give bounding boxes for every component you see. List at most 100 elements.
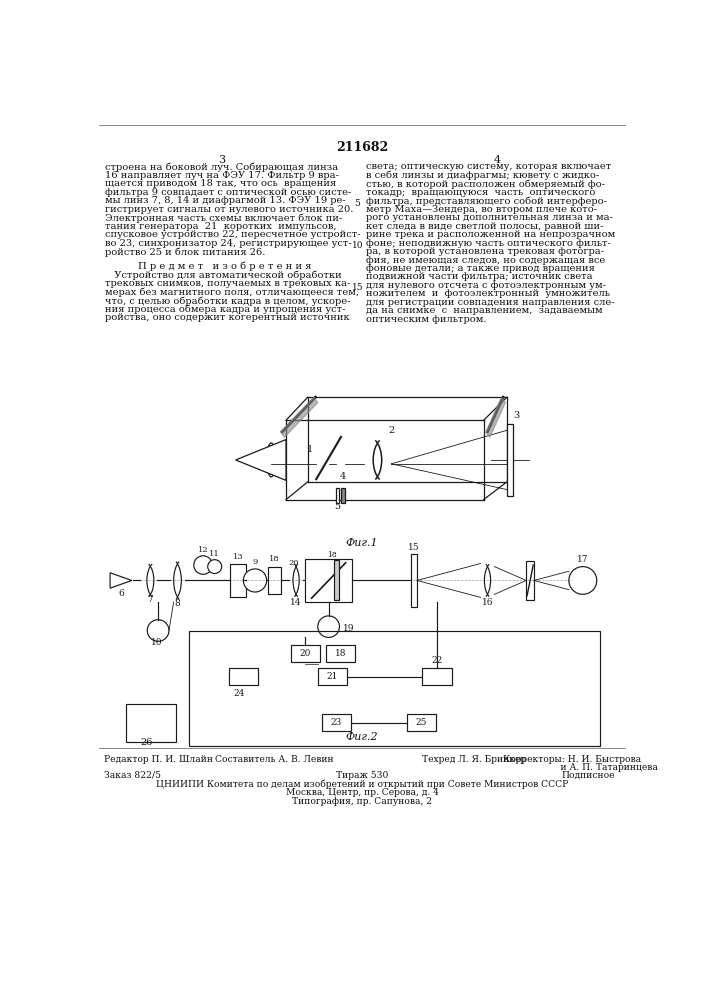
Circle shape bbox=[317, 616, 339, 637]
Bar bbox=[422, 668, 452, 685]
Text: строена на боковой луч. Собирающая линза: строена на боковой луч. Собирающая линза bbox=[105, 162, 338, 172]
Text: 20: 20 bbox=[288, 559, 299, 567]
Text: ЦНИИПИ Комитета по делам изобретений и открытий при Совете Министров СССР: ЦНИИПИ Комитета по делам изобретений и о… bbox=[156, 780, 568, 789]
Text: рого установлены дополнительная линза и ма-: рого установлены дополнительная линза и … bbox=[366, 213, 613, 222]
Text: ройства, оно содержит когерентный источник: ройства, оно содержит когерентный источн… bbox=[105, 313, 349, 322]
Text: 12: 12 bbox=[198, 546, 209, 554]
Text: фоновые детали; а также привод вращения: фоновые детали; а также привод вращения bbox=[366, 264, 595, 273]
Text: оптическим фильтром.: оптическим фильтром. bbox=[366, 315, 486, 324]
Text: фия, не имеющая следов, но содержащая все: фия, не имеющая следов, но содержащая вс… bbox=[366, 256, 605, 265]
Circle shape bbox=[147, 620, 169, 641]
Text: 10: 10 bbox=[151, 638, 163, 647]
Text: кет следа в виде светлой полосы, равной ши-: кет следа в виде светлой полосы, равной … bbox=[366, 222, 603, 231]
Bar bbox=[411, 554, 417, 607]
Text: 4: 4 bbox=[339, 472, 346, 481]
Polygon shape bbox=[486, 397, 506, 437]
Text: 3: 3 bbox=[218, 155, 226, 165]
Text: гистрирует сигналы от нулевого источника 20.: гистрирует сигналы от нулевого источника… bbox=[105, 205, 353, 214]
Text: 17: 17 bbox=[577, 555, 588, 564]
Text: во 23, синхронизатор 24, регистрирующее уст-: во 23, синхронизатор 24, регистрирующее … bbox=[105, 239, 351, 248]
Text: Подписное: Подписное bbox=[561, 771, 614, 780]
Text: 20: 20 bbox=[300, 649, 311, 658]
Text: подвижной части фильтра; источник света: подвижной части фильтра; источник света bbox=[366, 272, 592, 281]
Text: 16 направляет луч на ФЭУ 17. Фильтр 9 вра-: 16 направляет луч на ФЭУ 17. Фильтр 9 вр… bbox=[105, 171, 339, 180]
Text: Составитель А. В. Левин: Составитель А. В. Левин bbox=[215, 755, 334, 764]
Bar bbox=[507, 424, 513, 496]
Bar bbox=[526, 561, 534, 600]
Text: Корректоры: Н. И. Быстрова: Корректоры: Н. И. Быстрова bbox=[503, 755, 641, 764]
Text: токадр;  вращающуюся  часть  оптического: токадр; вращающуюся часть оптического bbox=[366, 188, 595, 197]
Text: Электронная часть схемы включает блок пи-: Электронная часть схемы включает блок пи… bbox=[105, 213, 342, 223]
Text: да на снимке  с  направлением,  задаваемым: да на снимке с направлением, задаваемым bbox=[366, 306, 602, 315]
Text: метр Маха—Зендера, во втором плече кото-: метр Маха—Зендера, во втором плече кото- bbox=[366, 205, 597, 214]
Text: Устройство для автоматической обработки: Устройство для автоматической обработки bbox=[105, 271, 341, 280]
Text: фильтра 9 совпадает с оптической осью систе-: фильтра 9 совпадает с оптической осью си… bbox=[105, 188, 351, 197]
Text: 24: 24 bbox=[234, 689, 245, 698]
Text: спусковое устройство 22, пересчетное устройст-: спусковое устройство 22, пересчетное уст… bbox=[105, 230, 361, 239]
Text: что, с целью обработки кадра в целом, ускоре-: что, с целью обработки кадра в целом, ус… bbox=[105, 296, 350, 306]
Text: 2: 2 bbox=[388, 426, 395, 435]
Text: 22: 22 bbox=[431, 656, 443, 665]
Text: Москва, Центр, пр. Серова, д. 4: Москва, Центр, пр. Серова, д. 4 bbox=[286, 788, 438, 797]
Text: 7: 7 bbox=[148, 595, 153, 604]
Text: 6: 6 bbox=[118, 589, 124, 598]
Text: 21: 21 bbox=[327, 672, 338, 681]
Text: ра, в которой установлена трековая фотогра-: ра, в которой установлена трековая фотог… bbox=[366, 247, 604, 256]
Text: тания генератора  21  коротких  импульсов,: тания генератора 21 коротких импульсов, bbox=[105, 222, 336, 231]
Text: для нулевого отсчета с фотоэлектронным ум-: для нулевого отсчета с фотоэлектронным у… bbox=[366, 281, 606, 290]
Text: 18: 18 bbox=[327, 551, 337, 559]
Bar bbox=[317, 668, 347, 685]
Bar bbox=[291, 645, 320, 662]
Text: мерах без магнитного поля, отличающееся тем,: мерах без магнитного поля, отличающееся … bbox=[105, 288, 358, 297]
Text: 9: 9 bbox=[252, 558, 257, 566]
Text: 11: 11 bbox=[209, 550, 220, 558]
Circle shape bbox=[243, 569, 267, 592]
Text: и А. П. Татаринцева: и А. П. Татаринцева bbox=[503, 763, 658, 772]
Text: 1: 1 bbox=[307, 445, 313, 454]
Text: 15: 15 bbox=[351, 283, 363, 292]
Text: в себя линзы и диафрагмы; кювету с жидко-: в себя линзы и диафрагмы; кювету с жидко… bbox=[366, 171, 599, 180]
Text: стью, в которой расположен обмеряемый фо-: стью, в которой расположен обмеряемый фо… bbox=[366, 179, 604, 189]
Bar bbox=[336, 488, 339, 503]
Text: рине трека и расположенной на непрозрачном: рине трека и расположенной на непрозрачн… bbox=[366, 230, 615, 239]
Bar bbox=[325, 645, 355, 662]
Text: 211682: 211682 bbox=[336, 141, 388, 154]
Text: для регистрации совпадения направления сле-: для регистрации совпадения направления с… bbox=[366, 298, 614, 307]
Bar bbox=[189, 631, 600, 746]
Polygon shape bbox=[235, 440, 286, 480]
Text: света; оптическую систему, которая включает: света; оптическую систему, которая включ… bbox=[366, 162, 611, 171]
Text: 18: 18 bbox=[269, 555, 280, 563]
Text: 3: 3 bbox=[513, 411, 520, 420]
Text: 18: 18 bbox=[334, 649, 346, 658]
Text: 13: 13 bbox=[233, 553, 243, 561]
Text: трековых снимков, получаемых в трековых ка-: трековых снимков, получаемых в трековых … bbox=[105, 279, 350, 288]
Bar bbox=[341, 488, 345, 503]
Text: 5: 5 bbox=[354, 199, 361, 208]
Text: Редактор П. И. Шлайн: Редактор П. И. Шлайн bbox=[104, 755, 213, 764]
Text: Фиг.1: Фиг.1 bbox=[346, 538, 378, 548]
Circle shape bbox=[569, 567, 597, 594]
Text: Заказ 822/5: Заказ 822/5 bbox=[104, 771, 161, 780]
Text: 23: 23 bbox=[331, 718, 342, 727]
Text: фильтра, представляющего собой интерферо-: фильтра, представляющего собой интерферо… bbox=[366, 196, 607, 206]
Text: 8: 8 bbox=[175, 599, 180, 608]
Text: мы линз 7, 8, 14 и диафрагмой 13. ФЭУ 19 ре-: мы линз 7, 8, 14 и диафрагмой 13. ФЭУ 19… bbox=[105, 196, 346, 205]
Text: Тираж 530: Тираж 530 bbox=[336, 771, 388, 780]
Bar bbox=[228, 668, 258, 685]
Text: щается приводом 18 так, что ось  вращения: щается приводом 18 так, что ось вращения bbox=[105, 179, 336, 188]
Circle shape bbox=[194, 556, 212, 574]
Bar bbox=[126, 704, 176, 742]
Text: Фиг.2: Фиг.2 bbox=[346, 732, 378, 742]
Text: 15: 15 bbox=[408, 543, 420, 552]
Text: ножителем  и  фотоэлектронный  умножитель: ножителем и фотоэлектронный умножитель bbox=[366, 289, 610, 298]
Polygon shape bbox=[110, 573, 132, 588]
Text: ния процесса обмера кадра и упрощения уст-: ния процесса обмера кадра и упрощения ус… bbox=[105, 305, 345, 314]
Text: 4: 4 bbox=[494, 155, 501, 165]
Text: 26: 26 bbox=[140, 738, 153, 747]
Text: Техред Л. Я. Бринкер: Техред Л. Я. Бринкер bbox=[421, 755, 526, 764]
Bar bbox=[322, 714, 351, 731]
Bar bbox=[305, 559, 352, 602]
Text: фоне; неподвижную часть оптического фильт-: фоне; неподвижную часть оптического филь… bbox=[366, 239, 611, 248]
Text: ройство 25 и блок питания 26.: ройство 25 и блок питания 26. bbox=[105, 247, 265, 257]
Text: 10: 10 bbox=[351, 241, 363, 250]
